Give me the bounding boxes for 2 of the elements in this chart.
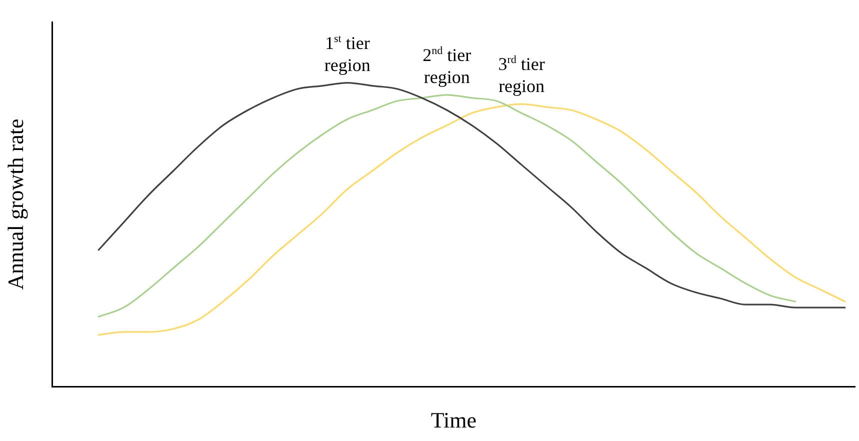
x-axis-title: Time [430, 408, 477, 433]
y-axis-title: Annual growth rate [2, 118, 28, 290]
